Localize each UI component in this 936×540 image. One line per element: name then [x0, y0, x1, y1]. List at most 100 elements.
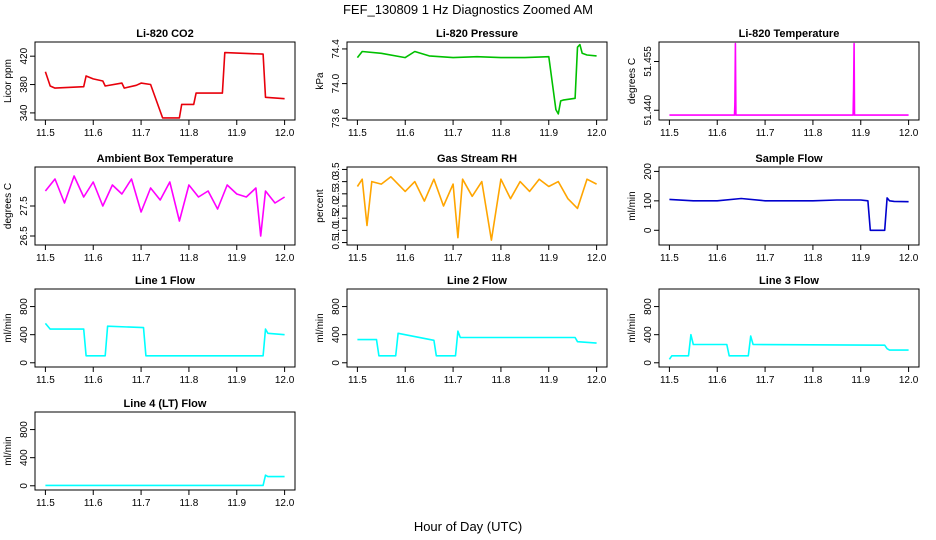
- x-tick-label: 12.0: [275, 498, 295, 509]
- panel-title-sample-flow: Sample Flow: [755, 153, 823, 165]
- x-tick-label: 11.8: [492, 375, 511, 386]
- x-tick-label: 11.6: [84, 375, 103, 386]
- x-tick-label: 11.6: [708, 128, 727, 139]
- x-tick-label: 11.6: [396, 128, 415, 139]
- series-line-line-2-flow: [357, 330, 597, 357]
- figure-title: FEF_130809 1 Hz Diagnostics Zoomed AM: [343, 2, 593, 17]
- y-tick-label: 1.5: [331, 211, 342, 225]
- x-tick-label: 11.7: [132, 498, 151, 509]
- plot-frame-li-820-co2: [34, 41, 296, 121]
- y-axis-label-li-820-pressure: kPa: [315, 72, 326, 90]
- x-tick-label: 11.6: [84, 128, 103, 139]
- panel-line-3-flow: Line 3 Flow 11.5 11.6 11.7 11.8 11.9 12.0 0 400 8…: [627, 275, 920, 386]
- plot-frame-line-1-flow: [34, 288, 296, 368]
- x-tick-label: 12.0: [587, 128, 607, 139]
- plot-frame-sample-flow: [658, 166, 920, 246]
- x-tick-label: 11.5: [660, 128, 679, 139]
- x-tick-label: 11.5: [660, 253, 679, 264]
- plot-frame-line-4-lt-flow: [34, 411, 296, 491]
- panel-title-line-1-flow: Line 1 Flow: [135, 275, 195, 287]
- panel-sample-flow: Sample Flow 11.5 11.6 11.7 11.8 11.9 12.0 0 100 2…: [627, 153, 920, 264]
- x-tick-label: 11.7: [132, 253, 151, 264]
- x-tick-label: 11.5: [348, 253, 367, 264]
- x-tick-label: 11.9: [227, 253, 246, 264]
- x-tick-label: 11.5: [36, 128, 55, 139]
- y-axis-label-sample-flow: ml/min: [627, 191, 638, 220]
- x-tick-label: 11.7: [444, 128, 463, 139]
- x-tick-label: 11.8: [180, 253, 199, 264]
- y-tick-label: 3.0: [331, 174, 342, 188]
- plot-frame-line-2-flow: [346, 288, 608, 368]
- y-tick-label: 3.5: [331, 162, 342, 176]
- y-tick-label: 340: [19, 104, 30, 121]
- y-axis-label-line-4-lt-flow: ml/min: [3, 436, 14, 465]
- x-tick-label: 11.6: [84, 253, 103, 264]
- y-tick-label: 51.440: [643, 95, 654, 126]
- y-tick-label: 400: [19, 449, 30, 466]
- series-line-li-820-co2: [44, 51, 285, 119]
- x-tick-label: 11.8: [492, 128, 511, 139]
- panel-li-820-pressure: Li-820 Pressure 11.5 11.6 11.7 11.8 11.9 12.0 7…: [315, 28, 608, 139]
- x-tick-label: 11.6: [84, 498, 103, 509]
- x-tick-label: 11.5: [660, 375, 679, 386]
- x-tick-label: 11.7: [132, 375, 151, 386]
- y-axis-label-li-820-temperature: degrees C: [627, 58, 638, 104]
- x-tick-label: 11.8: [180, 128, 199, 139]
- x-tick-label: 11.8: [180, 375, 199, 386]
- y-tick-label: 0: [643, 227, 654, 233]
- x-tick-label: 12.0: [587, 253, 607, 264]
- x-tick-label: 12.0: [275, 253, 295, 264]
- x-tick-label: 11.5: [36, 375, 55, 386]
- figure-x-axis-label: Hour of Day (UTC): [414, 519, 522, 534]
- panel-title-li-820-temperature: Li-820 Temperature: [739, 28, 840, 40]
- plot-frame-gas-stream-rh: [346, 166, 608, 246]
- panel-title-li-820-pressure: Li-820 Pressure: [436, 28, 518, 40]
- series-line-line-1-flow: [44, 322, 285, 357]
- series-line-line-4-lt-flow: [45, 474, 285, 487]
- panel-title-line-4-lt-flow: Line 4 (LT) Flow: [124, 398, 207, 410]
- x-tick-label: 12.0: [587, 375, 607, 386]
- x-tick-label: 11.9: [539, 253, 558, 264]
- y-tick-label: 400: [19, 326, 30, 343]
- panel-title-li-820-co2: Li-820 CO2: [136, 28, 193, 40]
- x-tick-label: 11.9: [851, 253, 870, 264]
- x-tick-label: 11.6: [396, 253, 415, 264]
- x-tick-label: 11.6: [708, 375, 727, 386]
- panel-li-820-co2: Li-820 CO2 11.5 11.6 11.7 11.8 11.9 12.0 340 380…: [3, 28, 296, 139]
- y-tick-label: 400: [643, 326, 654, 343]
- x-tick-label: 11.6: [396, 375, 415, 386]
- panel-line-4-lt-flow: Line 4 (LT) Flow 11.5 11.6 11.7 11.8 11.9 12.0…: [3, 398, 296, 509]
- y-axis-label-line-2-flow: ml/min: [315, 313, 326, 342]
- y-tick-label: 1.0: [331, 223, 342, 237]
- y-tick-label: 73.6: [331, 108, 342, 128]
- panel-title-line-2-flow: Line 2 Flow: [447, 275, 507, 287]
- y-axis-label-li-820-co2: Licor ppm: [3, 59, 14, 103]
- panel-line-1-flow: Line 1 Flow 11.5 11.6 11.7 11.8 11.9 12.0 0 400 8…: [3, 275, 296, 386]
- y-tick-label: 100: [643, 192, 654, 209]
- x-tick-label: 11.9: [851, 375, 870, 386]
- y-tick-label: 420: [19, 47, 30, 64]
- x-tick-label: 11.5: [348, 128, 367, 139]
- y-tick-label: 800: [19, 421, 30, 438]
- panel-ambient-box-temperature: Ambient Box Temperature 11.5 11.6 11.7 11.8 1…: [3, 153, 296, 264]
- panel-title-ambient-box-temperature: Ambient Box Temperature: [97, 153, 234, 165]
- x-tick-label: 11.9: [227, 498, 246, 509]
- x-tick-label: 11.6: [708, 253, 727, 264]
- y-tick-label: 0.5: [331, 235, 342, 249]
- y-axis-label-line-3-flow: ml/min: [627, 313, 638, 342]
- panel-title-line-3-flow: Line 3 Flow: [759, 275, 819, 287]
- plot-frame-li-820-pressure: [346, 41, 608, 121]
- x-tick-label: 11.7: [756, 375, 775, 386]
- y-tick-label: 0: [19, 360, 30, 366]
- x-tick-label: 11.8: [804, 128, 823, 139]
- x-tick-label: 11.8: [180, 498, 199, 509]
- x-tick-label: 12.0: [899, 128, 919, 139]
- y-axis-label-gas-stream-rh: percent: [315, 189, 326, 223]
- y-tick-label: 800: [19, 298, 30, 315]
- x-tick-label: 11.8: [492, 253, 511, 264]
- x-tick-label: 11.9: [539, 375, 558, 386]
- y-tick-label: 0: [643, 360, 654, 366]
- x-tick-label: 11.7: [756, 128, 775, 139]
- y-tick-label: 26.5: [19, 226, 30, 246]
- y-axis-label-ambient-box-temperature: degrees C: [3, 183, 14, 229]
